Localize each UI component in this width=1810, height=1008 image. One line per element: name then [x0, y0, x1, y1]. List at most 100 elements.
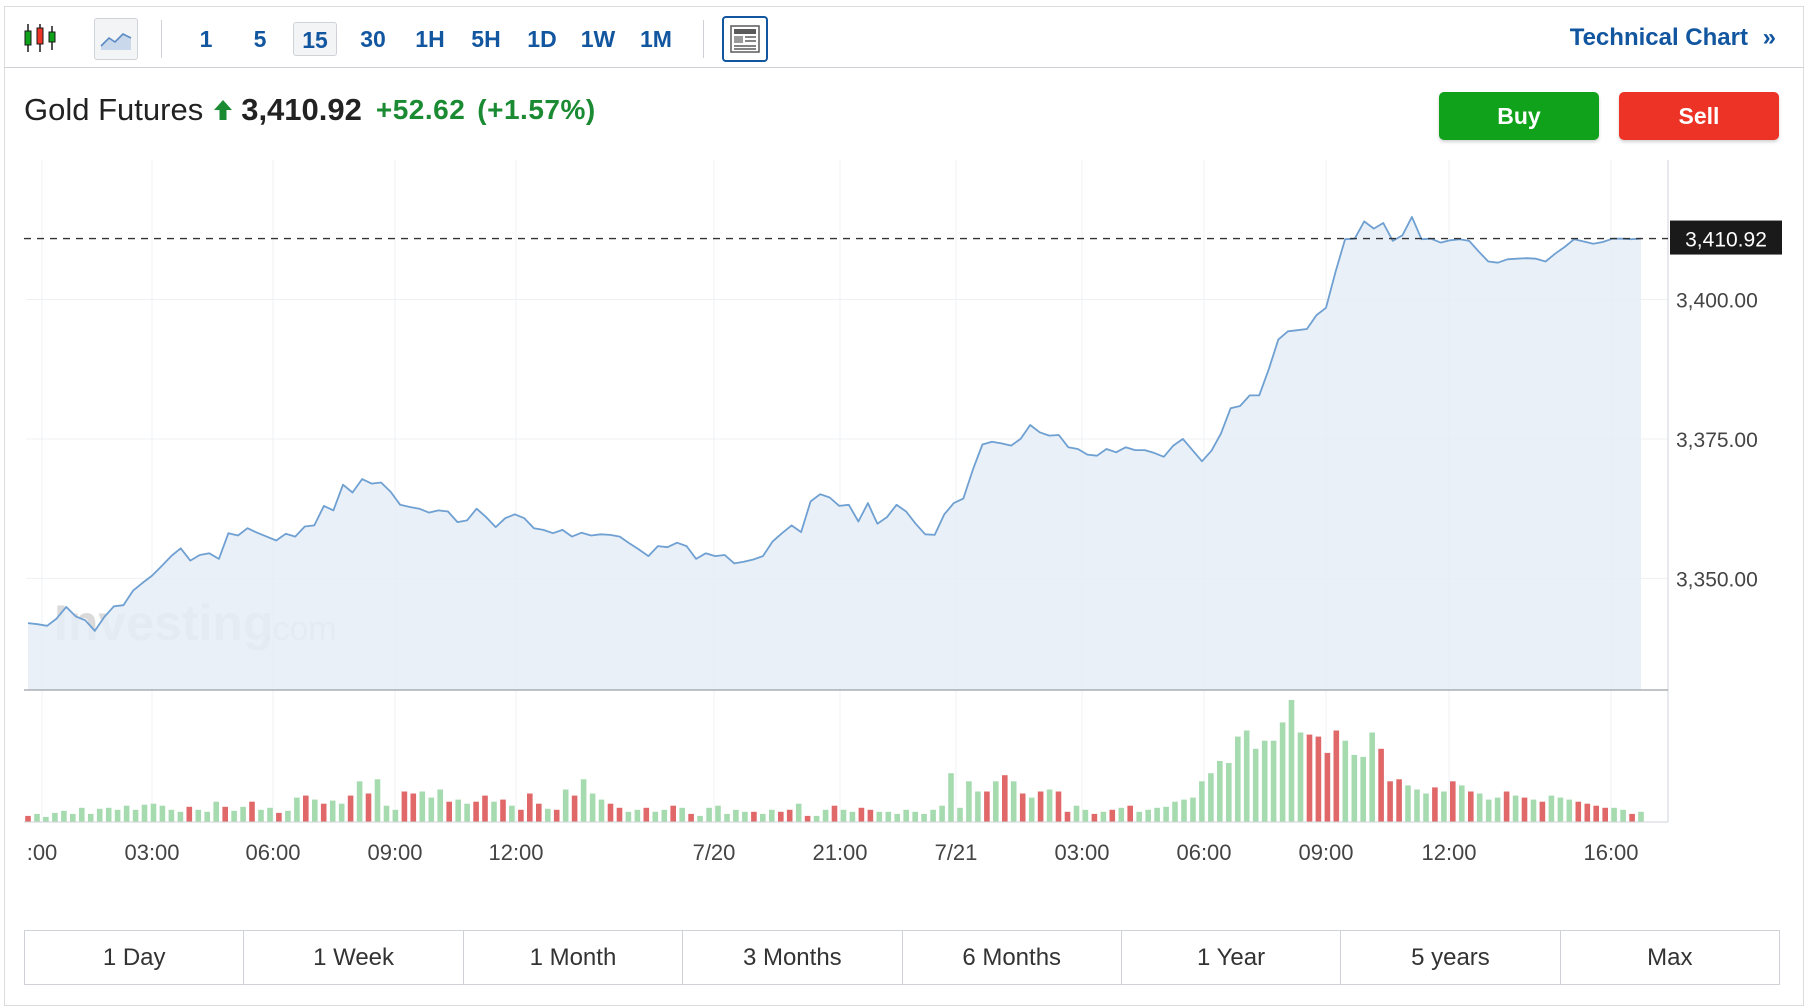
volume-bar: [105, 807, 112, 822]
volume-bar: [1441, 791, 1447, 822]
interval-5h[interactable]: 5H: [471, 26, 501, 52]
volume-bar: [930, 809, 936, 822]
volume-bar: [329, 800, 336, 822]
interval-15[interactable]: 15: [293, 22, 337, 56]
volume-bar: [1468, 791, 1474, 822]
volume-bar: [177, 811, 184, 822]
volume-bar: [159, 805, 166, 822]
news-layout-icon[interactable]: [722, 16, 768, 62]
y-tick-label: 3,400.00: [1676, 289, 1758, 312]
volume-bar: [786, 809, 793, 822]
volume-bar: [742, 811, 748, 822]
volume-bar: [1405, 785, 1411, 822]
volume-bar: [383, 805, 390, 822]
volume-bar: [1019, 793, 1026, 822]
volume-bar: [419, 791, 426, 822]
technical-chart-link[interactable]: Technical Chart »: [1570, 24, 1776, 52]
y-tick-label: 3,375.00: [1676, 429, 1758, 452]
interval-1m[interactable]: 1M: [640, 26, 672, 52]
volume-bar: [813, 815, 820, 822]
interval-1[interactable]: 1: [199, 26, 213, 52]
volume-bar: [1297, 732, 1304, 822]
volume-bar: [867, 809, 874, 822]
x-tick-label: 21:00: [812, 840, 867, 865]
volume-bar: [294, 797, 300, 822]
volume-bar: [1181, 799, 1187, 822]
range-1-year[interactable]: 1 Year: [1122, 931, 1342, 984]
volume-bar: [1575, 801, 1582, 822]
volume-bar: [79, 807, 85, 822]
volume-bar: [285, 810, 291, 822]
range-1-month[interactable]: 1 Month: [464, 931, 684, 984]
interval-5[interactable]: 5: [253, 26, 267, 52]
interval-30[interactable]: 30: [360, 26, 386, 52]
range-6-months[interactable]: 6 Months: [903, 931, 1122, 984]
volume-bar: [1082, 809, 1089, 822]
volume-bar: [267, 807, 273, 822]
candlestick-icon[interactable]: [20, 18, 60, 58]
interval-1w[interactable]: 1W: [580, 26, 616, 52]
sell-button[interactable]: Sell: [1619, 92, 1779, 140]
range-3-months[interactable]: 3 Months: [683, 931, 903, 984]
range-selector: 1 Day 1 Week 1 Month 3 Months 6 Months 1…: [24, 930, 1780, 985]
volume-bar: [168, 809, 175, 822]
range-1-week[interactable]: 1 Week: [244, 931, 464, 984]
volume-bar: [1217, 761, 1223, 822]
volume-bar: [894, 813, 900, 822]
volume-bar: [1145, 809, 1151, 822]
volume-bar: [1208, 773, 1214, 822]
volume-bar: [509, 805, 515, 822]
volume-bar: [957, 807, 963, 822]
volume-bar: [849, 811, 856, 822]
range-5-years[interactable]: 5 years: [1341, 931, 1561, 984]
volume-bar: [52, 812, 58, 823]
price-change-percent: (+1.57%): [477, 94, 596, 125]
volume-bar: [1414, 789, 1420, 822]
volume-bar: [1459, 785, 1465, 822]
volume-bar: [473, 801, 479, 822]
volume-bar: [1037, 791, 1044, 822]
volume-bar: [374, 779, 381, 822]
area-chart-icon[interactable]: [94, 18, 138, 60]
interval-1d[interactable]: 1D: [527, 26, 557, 52]
volume-bar: [1073, 805, 1080, 822]
range-1-day[interactable]: 1 Day: [25, 931, 245, 984]
volume-bar: [1002, 775, 1008, 822]
up-arrow-icon: [213, 99, 233, 121]
volume-bar: [1252, 748, 1259, 822]
volume-bar: [1539, 801, 1546, 822]
volume-bar: [25, 815, 31, 822]
volume-bar: [1046, 789, 1053, 822]
volume-bar: [1530, 799, 1537, 822]
volume-bar: [1387, 781, 1393, 822]
volume-bar: [96, 808, 103, 822]
volume-bar: [1028, 797, 1035, 822]
volume-bar: [34, 813, 40, 822]
volume-bar: [643, 807, 650, 822]
volume-bar: [428, 797, 435, 822]
volume-bar: [822, 809, 829, 822]
volume-bar: [1351, 754, 1358, 822]
interval-1h[interactable]: 1H: [415, 26, 445, 52]
volume-bar: [724, 813, 730, 822]
volume-bar: [1172, 801, 1178, 822]
last-price-label-bg: [1670, 220, 1782, 255]
chart-widget: [4, 6, 1804, 1006]
volume-bar: [464, 803, 470, 822]
last-price: 3,410.92: [241, 92, 362, 127]
volume-bar: [1342, 740, 1349, 822]
x-tick-label: 03:00: [1054, 840, 1109, 865]
price-change: +52.62: [375, 94, 466, 125]
volume-bar: [1315, 736, 1322, 822]
volume-bar: [365, 793, 372, 822]
volume-bar: [1190, 797, 1196, 822]
x-tick-label: 03:00: [124, 840, 179, 865]
volume-bar: [410, 793, 417, 822]
x-tick-label: :00: [27, 840, 58, 865]
range-max[interactable]: Max: [1647, 943, 1693, 971]
volume-bar: [634, 809, 641, 822]
buy-button[interactable]: Buy: [1439, 92, 1599, 140]
volume-bar: [1593, 805, 1599, 822]
price-line: [27, 216, 1642, 632]
volume-bar: [553, 809, 560, 822]
